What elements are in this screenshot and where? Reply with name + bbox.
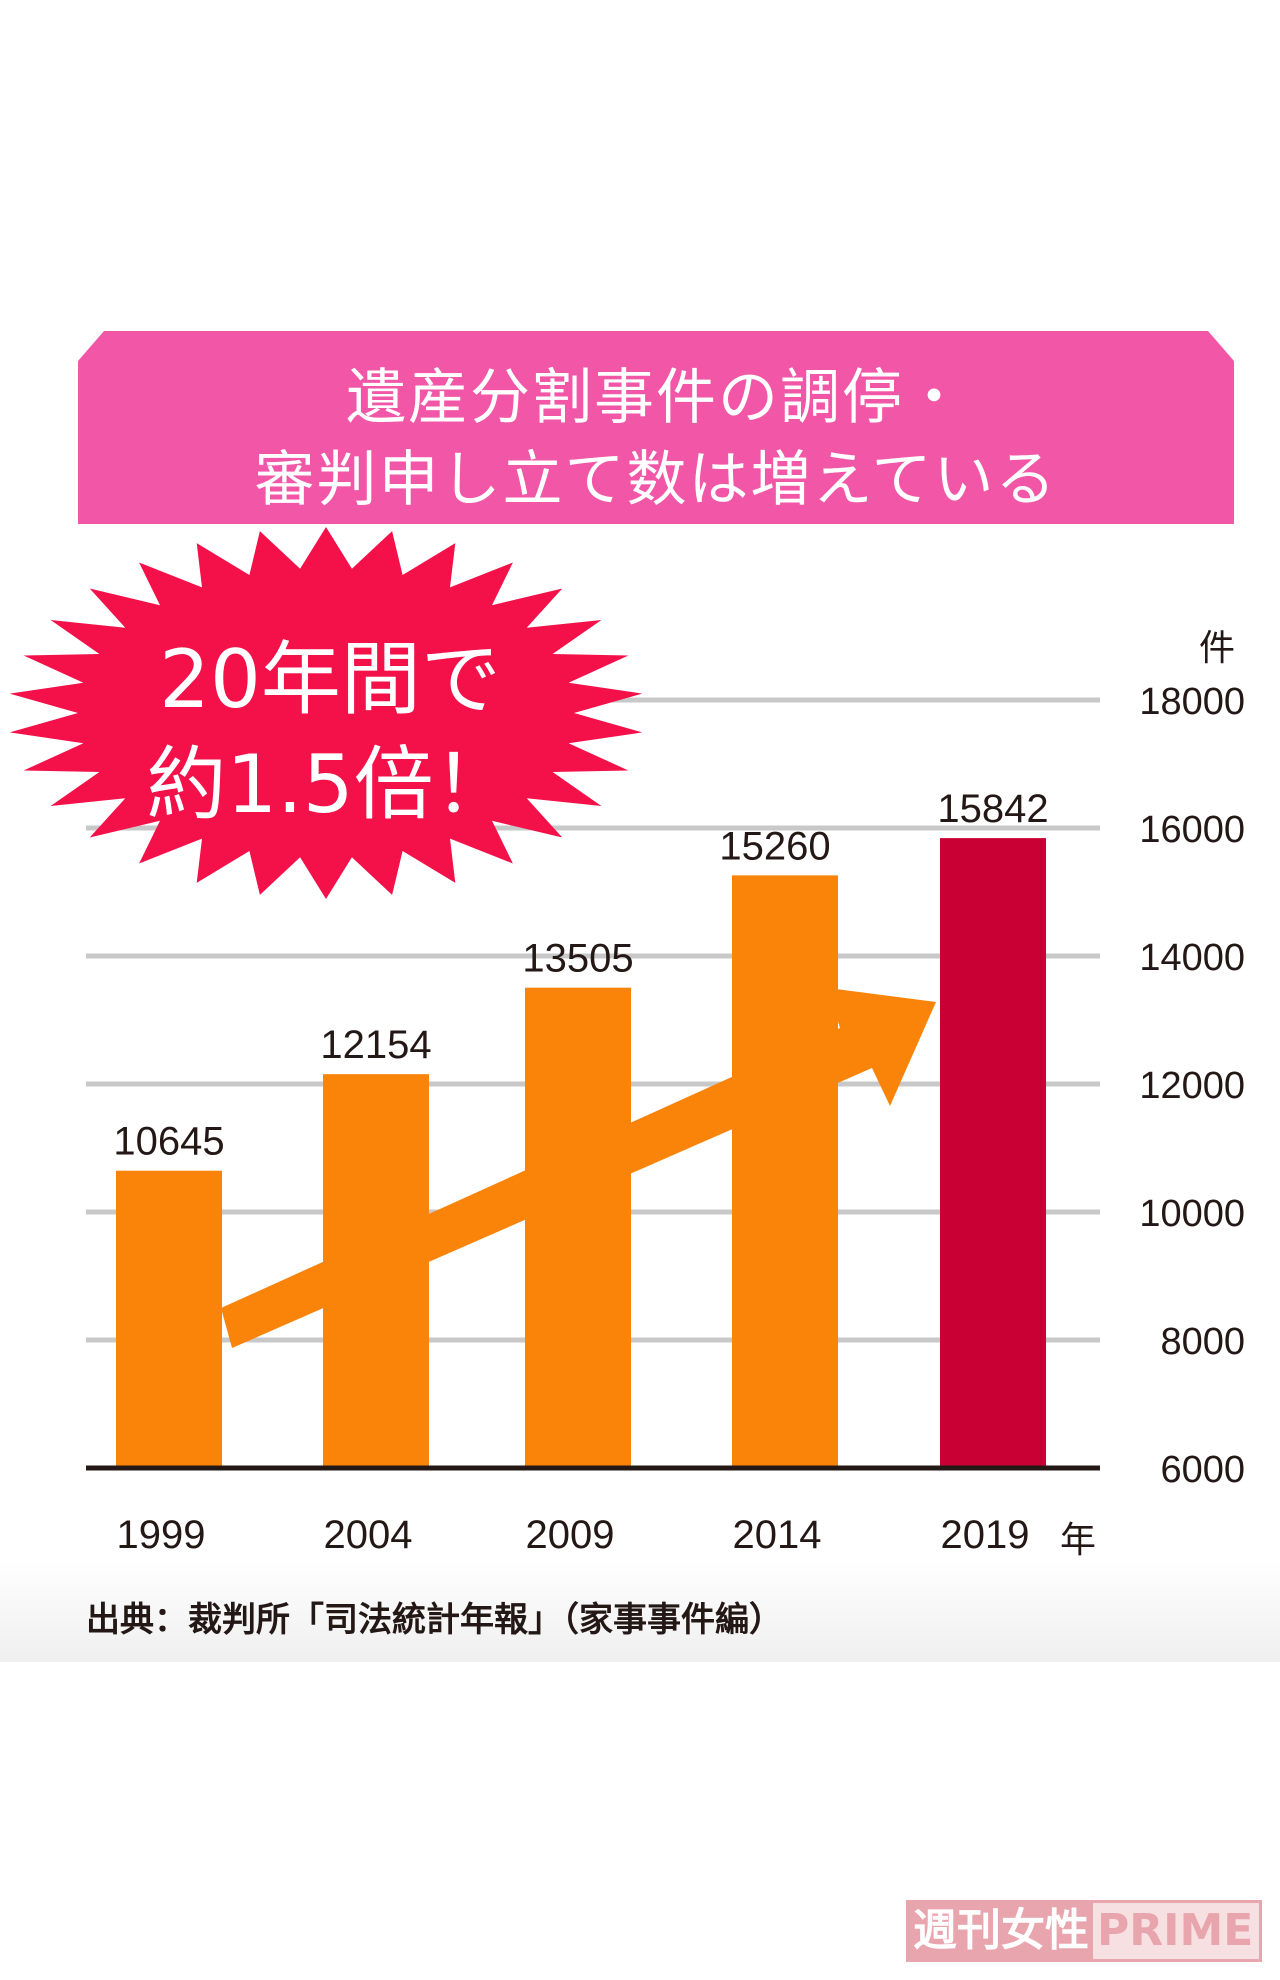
callout-line-1: 20年間で <box>159 633 501 726</box>
x-tick-label: 2014 <box>733 1513 822 1557</box>
callout-line-2: 約1.5倍！ <box>146 738 514 831</box>
x-tick-label: 2019 <box>941 1513 1030 1557</box>
data-label: 15842 <box>937 787 1048 831</box>
y-tick-label: 6000 <box>1160 1449 1245 1491</box>
x-unit-label: 年 <box>1060 1520 1096 1561</box>
y-tick-label: 12000 <box>1139 1065 1245 1107</box>
y-unit-label: 件 <box>1199 628 1235 669</box>
data-label: 13505 <box>522 937 633 981</box>
y-tick-label: 14000 <box>1139 937 1245 979</box>
data-label: 15260 <box>719 824 830 868</box>
data-label: 12154 <box>320 1023 431 1067</box>
bar <box>525 987 631 1468</box>
y-tick-label: 16000 <box>1139 809 1245 851</box>
x-tick-label: 2004 <box>324 1513 413 1557</box>
footer-band <box>0 1560 1280 1662</box>
source-note: 出典：裁判所「司法統計年報」（家事事件編） <box>86 1600 783 1640</box>
title-line-1: 遺産分割事件の調停・ <box>346 363 966 433</box>
x-tick-label: 1999 <box>117 1513 206 1557</box>
y-tick-label: 10000 <box>1139 1193 1245 1235</box>
bar <box>116 1170 222 1468</box>
y-tick-label: 18000 <box>1139 681 1245 723</box>
title-line-2: 審判申し立て数は増えている <box>254 445 1058 515</box>
starburst-badge <box>9 527 643 899</box>
title-banner: 遺産分割事件の調停・ 審判申し立て数は増えている <box>78 331 1234 524</box>
watermark-logo: 週刊女性 PRIME <box>906 1900 1262 1962</box>
x-tick-label: 2009 <box>526 1513 615 1557</box>
bar <box>940 838 1046 1468</box>
y-tick-label: 8000 <box>1160 1321 1245 1363</box>
data-label: 10645 <box>113 1120 224 1164</box>
bar <box>732 875 838 1468</box>
trend-arrow <box>221 988 936 1348</box>
